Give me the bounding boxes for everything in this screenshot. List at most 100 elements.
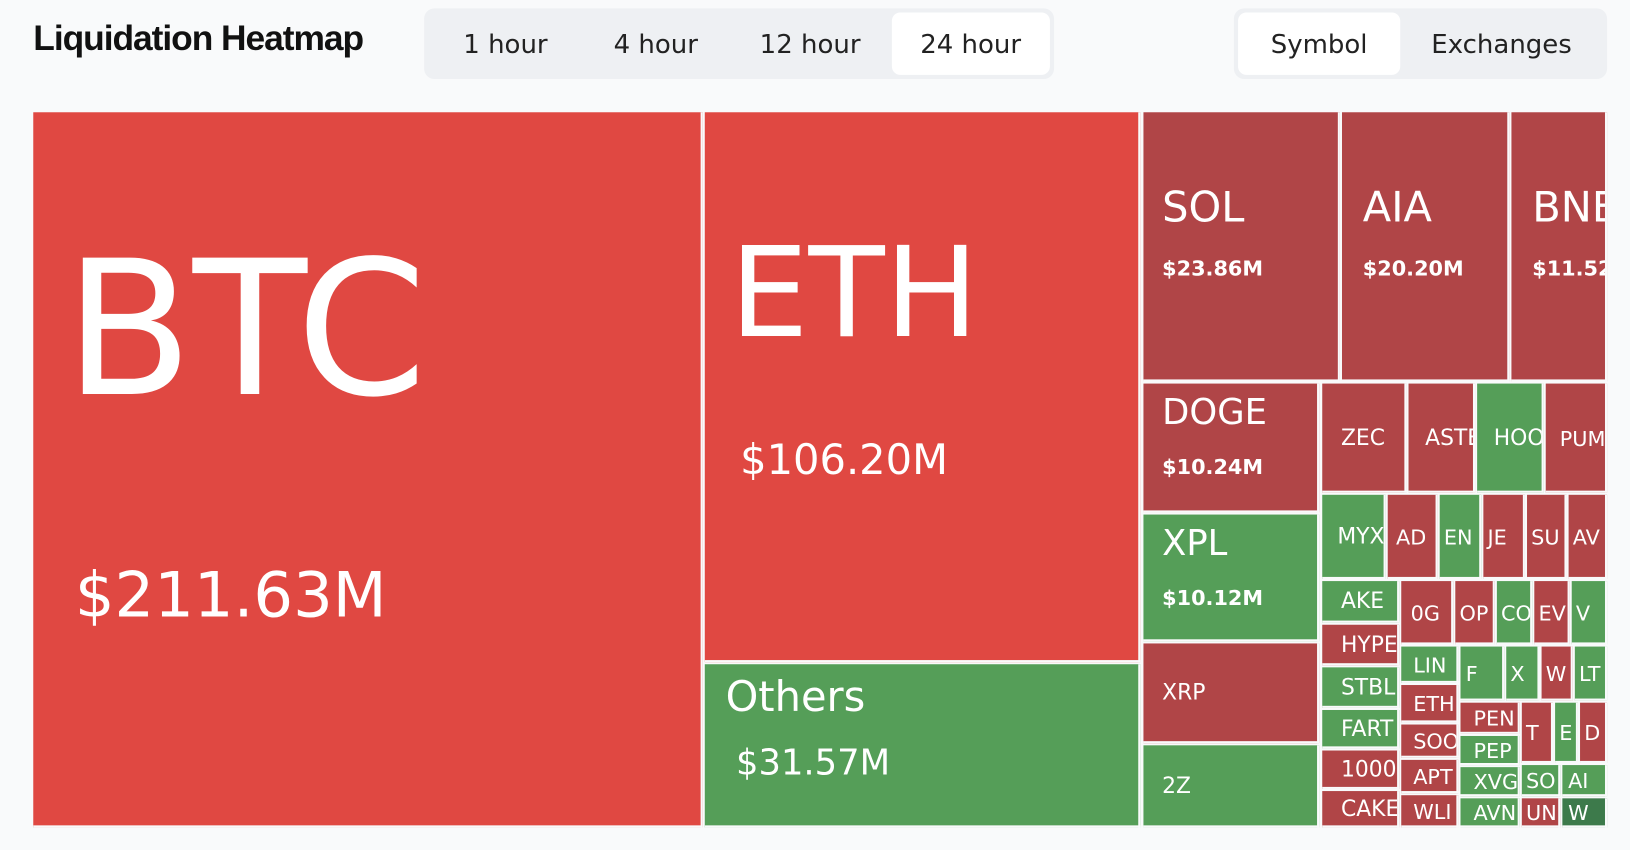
tile-symbol: E <box>1559 720 1573 746</box>
treemap-tile[interactable]: HOO <box>1477 383 1544 493</box>
tile-symbol: HOO <box>1493 425 1544 450</box>
treemap-tile[interactable]: LIN <box>1401 646 1459 683</box>
treemap-tile[interactable]: WLI <box>1401 795 1459 828</box>
treemap-tile[interactable]: F <box>1460 646 1505 701</box>
tile-symbol: AD <box>1396 524 1427 550</box>
tile-amount: $31.57M <box>735 741 891 784</box>
tile-symbol: SU <box>1531 524 1560 550</box>
tile-symbol: SOO <box>1413 728 1459 754</box>
time-tab[interactable]: 1 hour <box>463 28 548 59</box>
treemap-tile[interactable]: DOGE $10.24M <box>1143 383 1320 513</box>
treemap-tile[interactable]: AI <box>1562 765 1608 797</box>
treemap-tile[interactable]: ZEC <box>1322 383 1407 493</box>
tile-symbol: 0G <box>1410 600 1440 626</box>
tile-symbol: 2Z <box>1162 773 1192 799</box>
view-toggle-option[interactable]: Exchanges <box>1431 28 1572 59</box>
tile-symbol: XVG <box>1473 769 1519 795</box>
treemap-tile[interactable]: 1000 <box>1322 750 1400 789</box>
time-tab[interactable]: 4 hour <box>613 28 698 59</box>
tile-symbol: FART <box>1340 716 1394 742</box>
treemap-tile[interactable]: ASTER <box>1408 383 1476 493</box>
tile-amount: $11.52M <box>1532 255 1605 281</box>
treemap-tile[interactable]: STBL <box>1322 667 1400 708</box>
tile-symbol: AV <box>1572 524 1600 550</box>
tile-symbol: AI <box>1568 768 1589 794</box>
tile-symbol: 1000 <box>1340 756 1397 782</box>
tile-symbol: X <box>1510 661 1525 687</box>
treemap-tile[interactable]: V <box>1571 581 1608 645</box>
tile-symbol: AVN <box>1473 800 1517 826</box>
tile-amount: $23.86M <box>1162 255 1264 281</box>
tile-symbol: MYX <box>1337 523 1385 549</box>
treemap-tile[interactable]: FART <box>1322 709 1400 749</box>
treemap-tile[interactable]: EV <box>1534 581 1570 645</box>
treemap-tile[interactable]: HYPE <box>1322 624 1400 666</box>
tile-symbol: OP <box>1459 600 1489 626</box>
treemap-tile[interactable]: ETH $106.20M <box>704 112 1141 663</box>
treemap-tile[interactable]: W <box>1562 798 1608 828</box>
treemap-tile[interactable]: XVG <box>1460 767 1520 797</box>
tile-symbol: DOGE <box>1162 391 1267 434</box>
treemap-tile[interactable]: 0G <box>1401 581 1454 645</box>
tile-symbol: AKE <box>1340 588 1384 614</box>
view-toggle-option[interactable]: Symbol <box>1238 12 1401 75</box>
treemap-tile[interactable]: PEP <box>1460 735 1520 766</box>
treemap-tile[interactable]: SU <box>1527 494 1567 580</box>
treemap-tile[interactable]: EN <box>1439 494 1482 580</box>
tile-symbol: CO <box>1501 600 1532 626</box>
treemap-tile[interactable]: W <box>1541 646 1573 701</box>
tile-symbol: V <box>1575 600 1591 626</box>
time-tabs: 1 hour 4 hour 12 hour 24 hour <box>424 8 1055 80</box>
treemap-tile[interactable]: 2Z <box>1143 745 1320 828</box>
treemap-tile[interactable]: APT <box>1401 759 1459 794</box>
treemap-tile[interactable]: E <box>1555 702 1578 763</box>
treemap-tile[interactable]: D <box>1580 702 1608 763</box>
tile-symbol: D <box>1584 720 1601 746</box>
treemap-tile[interactable]: AV <box>1568 494 1608 580</box>
treemap-tile[interactable]: UN <box>1521 798 1561 828</box>
time-tab[interactable]: 24 hour <box>891 12 1050 75</box>
tile-symbol: T <box>1525 720 1539 746</box>
treemap-tile[interactable]: BTC $211.63M <box>33 112 703 828</box>
treemap-tile[interactable]: CAKE <box>1322 791 1400 828</box>
treemap-tile[interactable]: Others $31.57M <box>704 664 1141 828</box>
treemap-tile[interactable]: SO <box>1521 765 1561 797</box>
tile-symbol: AIA <box>1362 183 1432 232</box>
treemap-tile[interactable]: AIA $20.20M <box>1341 112 1510 382</box>
tile-symbol: SO <box>1525 768 1556 794</box>
treemap-tile[interactable]: LT <box>1574 646 1608 701</box>
treemap-tile[interactable]: AVN <box>1460 798 1520 828</box>
tile-symbol: F <box>1465 661 1478 687</box>
treemap-tile[interactable]: PUMP <box>1545 383 1608 493</box>
time-tab[interactable]: 12 hour <box>759 28 861 59</box>
tile-symbol: WLI <box>1413 798 1452 824</box>
treemap-tile[interactable]: PEN <box>1460 702 1520 734</box>
treemap-tile[interactable]: MYX <box>1322 494 1386 580</box>
treemap-tile[interactable]: AD <box>1387 494 1438 580</box>
treemap-tile[interactable]: X <box>1506 646 1540 701</box>
tile-symbol: BTC <box>64 221 427 439</box>
tile-symbol: PEN <box>1473 705 1515 731</box>
treemap-tile[interactable]: BNB $11.52M <box>1511 112 1608 382</box>
tile-amount: $10.12M <box>1162 585 1264 611</box>
tile-symbol: HYPE <box>1340 631 1398 657</box>
tile-amount: $20.20M <box>1362 255 1464 281</box>
tile-symbol: PUMP <box>1559 425 1606 451</box>
treemap-tile[interactable]: AKE <box>1322 581 1400 623</box>
treemap-tile[interactable]: T <box>1521 702 1554 763</box>
tile-symbol: ZEC <box>1340 425 1385 450</box>
tile-symbol: BNB <box>1532 183 1605 232</box>
treemap-tile[interactable]: OP <box>1455 581 1495 645</box>
tile-amount: $106.20M <box>740 436 948 485</box>
treemap-tile[interactable]: JE <box>1483 494 1525 580</box>
tile-symbol: W <box>1545 661 1567 687</box>
tile-symbol: JE <box>1487 524 1507 550</box>
treemap-tile[interactable]: SOL $23.86M <box>1143 112 1340 382</box>
tile-symbol: EN <box>1443 524 1473 550</box>
tile-symbol: ETH <box>1413 691 1455 717</box>
treemap-tile[interactable]: XRP <box>1143 643 1320 744</box>
treemap-tile[interactable]: SOO <box>1401 724 1459 758</box>
treemap-tile[interactable]: XPL $10.12M <box>1143 514 1320 642</box>
treemap-tile[interactable]: ETH <box>1401 685 1459 723</box>
treemap-tile[interactable]: CO <box>1496 581 1533 645</box>
